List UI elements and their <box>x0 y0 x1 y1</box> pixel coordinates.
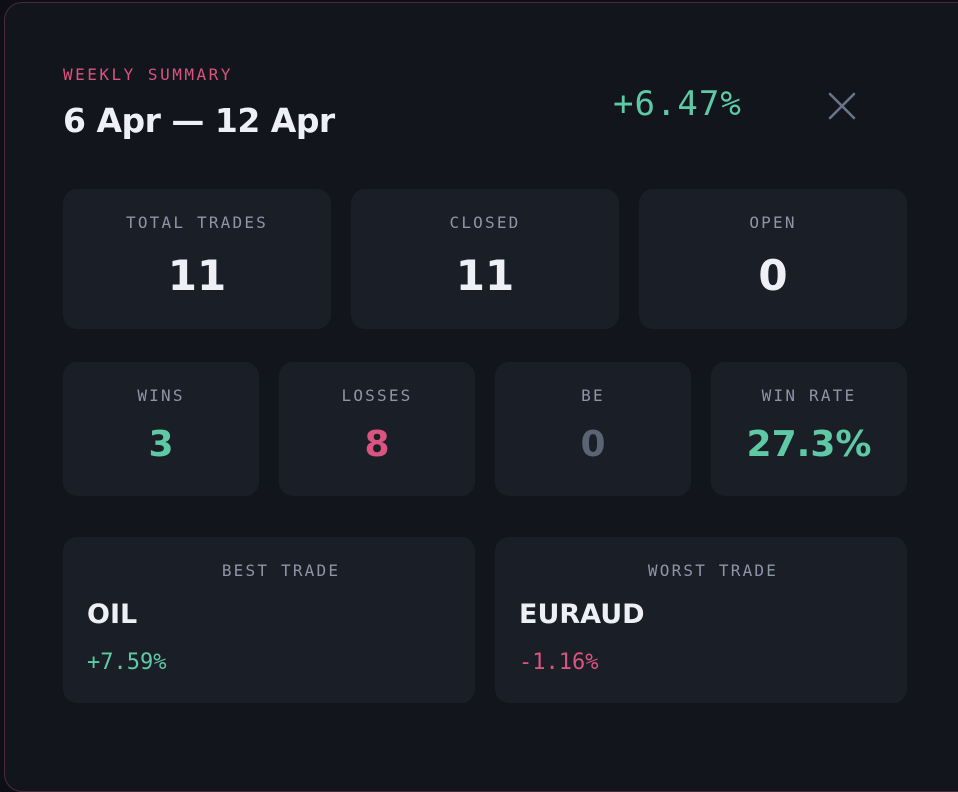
losses-card: LOSSES 8 <box>279 362 475 496</box>
weekly-change-value: +6.47% <box>613 84 742 124</box>
worst-trade-label: WORST TRADE <box>647 561 779 580</box>
closed-label: CLOSED <box>449 213 521 232</box>
open-label: OPEN <box>749 213 797 232</box>
open-card: OPEN 0 <box>639 189 907 329</box>
best-trade-symbol: OIL <box>87 599 138 630</box>
worst-trade-change: -1.16% <box>519 650 599 675</box>
best-trade-change: +7.59% <box>87 650 167 675</box>
eyebrow-label: WEEKLY SUMMARY <box>63 65 233 84</box>
total-trades-card: TOTAL TRADES 11 <box>63 189 331 329</box>
losses-label: LOSSES <box>341 386 413 405</box>
wins-value: 3 <box>148 424 174 465</box>
best-trade-card: BEST TRADE OIL +7.59% <box>63 537 475 703</box>
breakeven-value: 0 <box>580 424 606 465</box>
total-trades-value: 11 <box>167 251 227 300</box>
wins-card: WINS 3 <box>63 362 259 496</box>
close-icon <box>828 92 856 120</box>
win-rate-card: WIN RATE 27.3% <box>711 362 907 496</box>
total-trades-label: TOTAL TRADES <box>126 213 268 232</box>
worst-trade-symbol: EURAUD <box>519 599 645 630</box>
date-range-title: 6 Apr — 12 Apr <box>63 101 335 140</box>
closed-card: CLOSED 11 <box>351 189 619 329</box>
close-button[interactable] <box>825 89 859 123</box>
wins-label: WINS <box>137 386 185 405</box>
breakeven-card: BE 0 <box>495 362 691 496</box>
worst-trade-card: WORST TRADE EURAUD -1.16% <box>495 537 907 703</box>
open-value: 0 <box>758 251 788 300</box>
closed-value: 11 <box>455 251 515 300</box>
breakeven-label: BE <box>581 386 605 405</box>
win-rate-label: WIN RATE <box>761 386 857 405</box>
win-rate-value: 27.3% <box>746 424 872 465</box>
best-trade-label: BEST TRADE <box>221 561 341 580</box>
losses-value: 8 <box>364 424 390 465</box>
weekly-summary-modal: WEEKLY SUMMARY 6 Apr — 12 Apr +6.47% TOT… <box>4 2 958 792</box>
